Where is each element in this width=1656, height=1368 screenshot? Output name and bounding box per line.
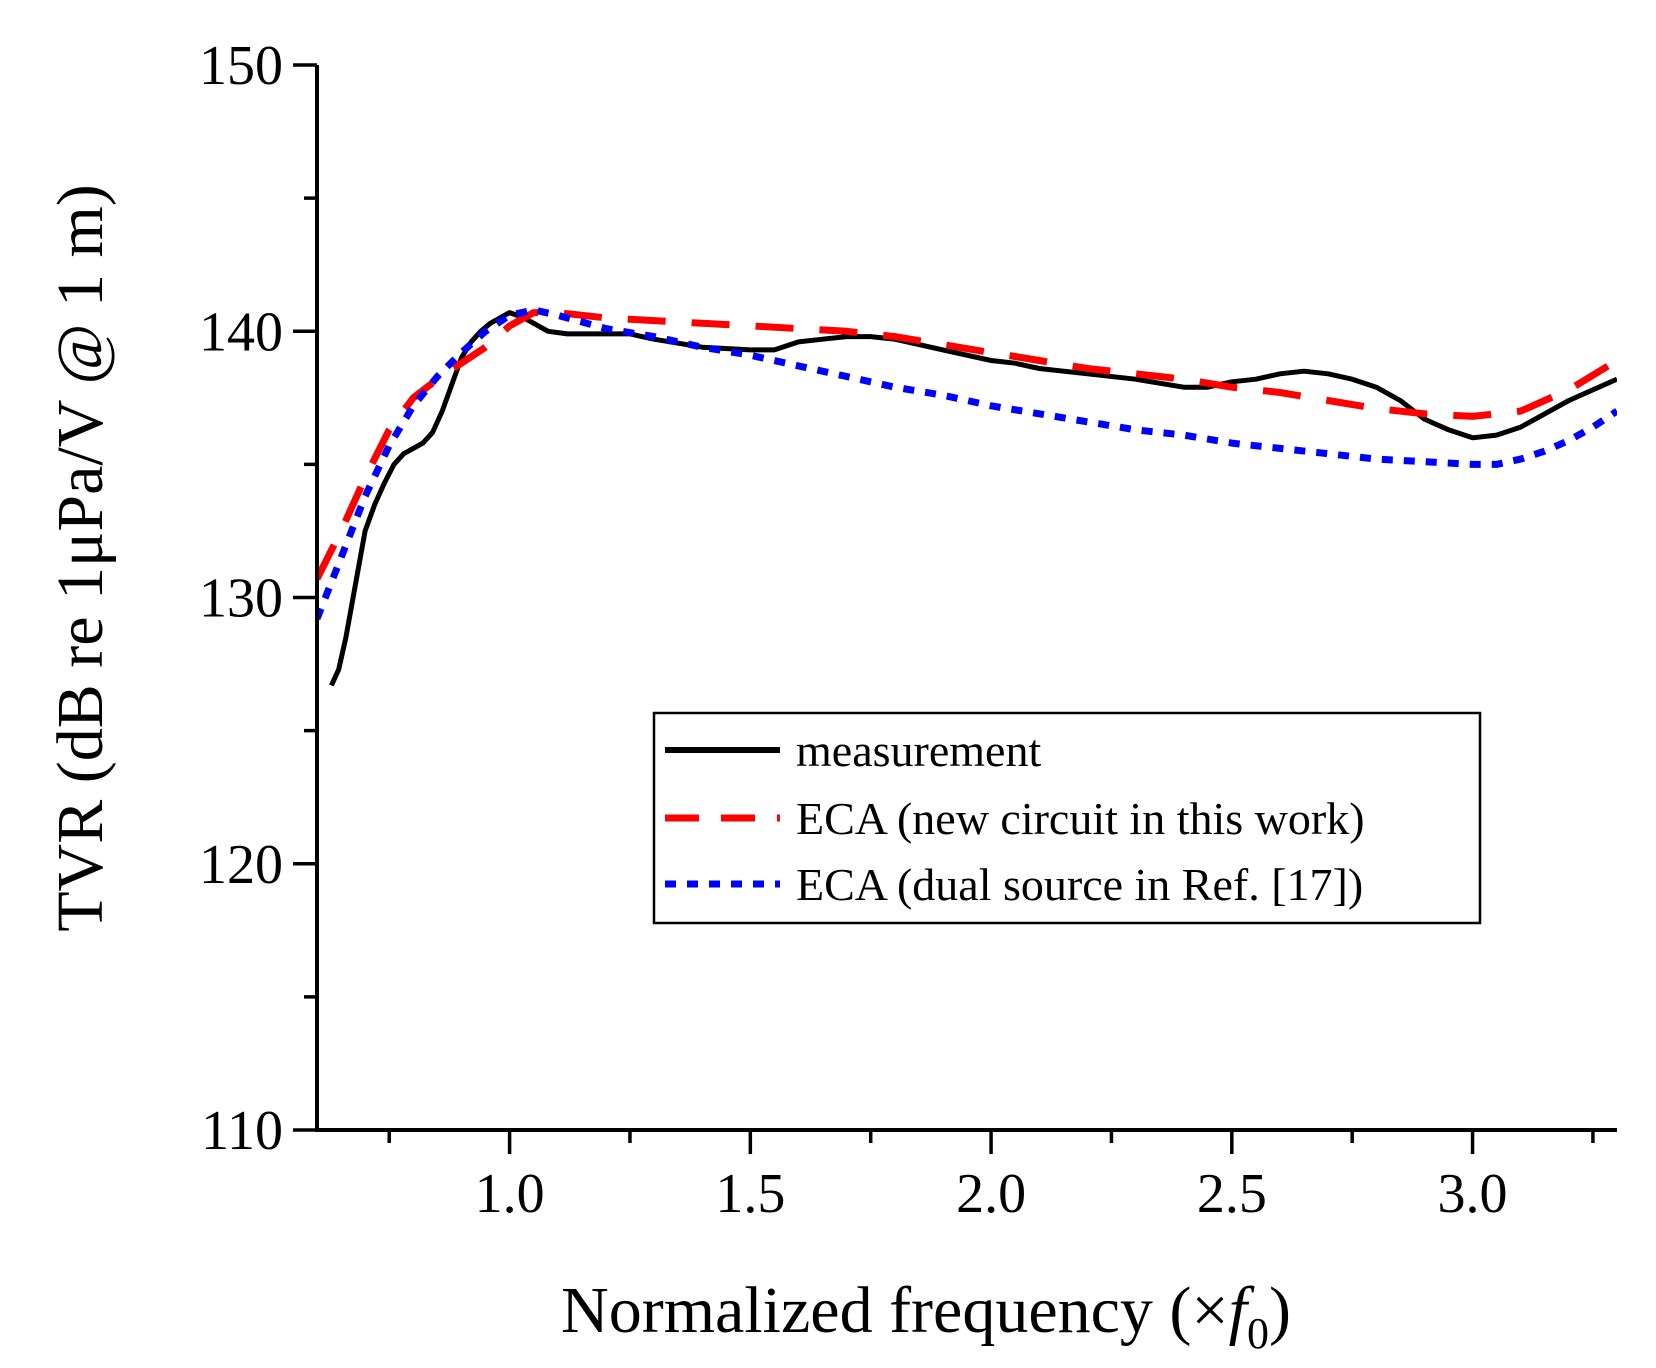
y-tick-label: 120 xyxy=(199,834,283,896)
y-axis-label: TVR (dB re 1μPa/V @ 1 m) xyxy=(44,184,117,932)
legend-label-3: ECA (dual source in Ref. [17]) xyxy=(796,859,1363,910)
y-tick-label: 140 xyxy=(199,301,283,363)
x-axis-label-main: Normalized frequency (× xyxy=(561,1274,1229,1347)
y-axis-ticks: 110 120 130 140 150 xyxy=(199,35,317,1162)
legend-entries: measurement ECA (new circuit in this work… xyxy=(665,725,1365,910)
legend-label-1: measurement xyxy=(796,725,1041,776)
x-tick-label: 3.0 xyxy=(1438,1163,1508,1225)
legend-box xyxy=(652,711,1482,925)
x-tick-label: 2.5 xyxy=(1197,1163,1267,1225)
x-axis-label-close: ) xyxy=(1269,1274,1291,1347)
series-line-2 xyxy=(317,309,1617,581)
x-tick-label: 1.5 xyxy=(715,1163,785,1225)
legend-label-2: ECA (new circuit in this work) xyxy=(796,793,1365,844)
legend: measurement ECA (new circuit in this work… xyxy=(652,711,1482,925)
x-tick-label: 2.0 xyxy=(956,1163,1026,1225)
x-axis-ticks: 1.0 1.5 2.0 2.5 3.0 xyxy=(387,1130,1595,1225)
series-line-1 xyxy=(329,310,1617,687)
series-line-3 xyxy=(317,306,1617,621)
series-layer xyxy=(317,306,1617,687)
y-tick-label: 110 xyxy=(201,1100,283,1162)
x-axis-label-sub: 0 xyxy=(1247,1309,1269,1358)
x-axis-label: Normalized frequency (×f0) xyxy=(561,1274,1291,1358)
x-tick-label: 1.0 xyxy=(475,1163,545,1225)
y-tick-label: 130 xyxy=(199,568,283,630)
y-tick-label: 150 xyxy=(199,35,283,97)
